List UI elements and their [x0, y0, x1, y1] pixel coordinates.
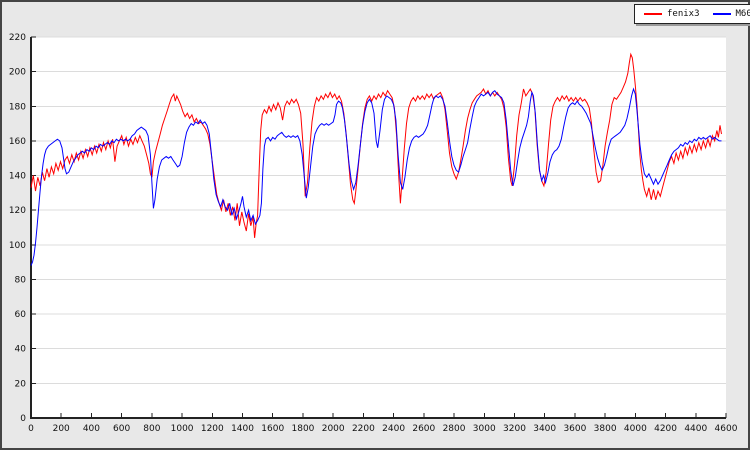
x-tick-label: 1800: [292, 424, 315, 434]
legend-label-m600: M600: [735, 9, 750, 19]
y-tick-label: 220: [9, 33, 26, 43]
y-tick-label: 100: [9, 241, 26, 251]
x-tick-label: 4400: [684, 424, 707, 434]
x-tick-label: 200: [53, 424, 70, 434]
legend-label-fenix3: fenix3: [667, 9, 700, 19]
y-tick-label: 160: [9, 137, 26, 147]
x-tick-label: 2600: [412, 424, 435, 434]
x-tick-label: 2800: [443, 424, 466, 434]
legend-box: fenix3 M600: [634, 4, 750, 24]
legend-swatch-m600: [712, 13, 731, 15]
legend-item-fenix3: fenix3: [644, 9, 700, 19]
x-tick-label: 1400: [231, 424, 254, 434]
x-tick-label: 2000: [322, 424, 345, 434]
x-tick-label: 4200: [654, 424, 677, 434]
x-tick-label: 600: [113, 424, 130, 434]
x-tick-label: 3400: [533, 424, 556, 434]
x-tick-label: 400: [83, 424, 100, 434]
y-tick-label: 200: [9, 68, 26, 78]
x-tick-label: 0: [28, 424, 34, 434]
y-tick-label: 60: [15, 310, 27, 320]
axes: [30, 37, 726, 419]
y-tick-label: 140: [9, 172, 26, 182]
legend-swatch-fenix3: [644, 13, 662, 15]
x-tick-label: 2400: [382, 424, 405, 434]
y-tick-label: 0: [20, 414, 26, 424]
series-m600-line: [30, 87, 722, 266]
plot-area: [31, 37, 726, 418]
x-tick-label: 3200: [503, 424, 526, 434]
x-tick-label: 4600: [715, 424, 738, 434]
y-tick-label: 40: [15, 345, 27, 355]
y-tick-label: 20: [15, 379, 27, 389]
x-tick-label: 3600: [563, 424, 586, 434]
y-tick-label: 120: [9, 206, 26, 216]
x-tick-label: 800: [143, 424, 160, 434]
x-tick-label: 3800: [594, 424, 617, 434]
y-tick-label: 80: [15, 275, 27, 285]
x-tick-label: 1600: [261, 424, 284, 434]
x-tick-label: 1000: [171, 424, 194, 434]
legend-item-m600: M600: [712, 9, 750, 19]
x-tick-label: 1200: [201, 424, 224, 434]
x-tick-label: 4000: [624, 424, 647, 434]
x-tick-label: 2200: [352, 424, 375, 434]
y-tick-label: 180: [9, 102, 26, 112]
series-fenix3-line: [30, 52, 722, 238]
x-tick-label: 3000: [473, 424, 496, 434]
